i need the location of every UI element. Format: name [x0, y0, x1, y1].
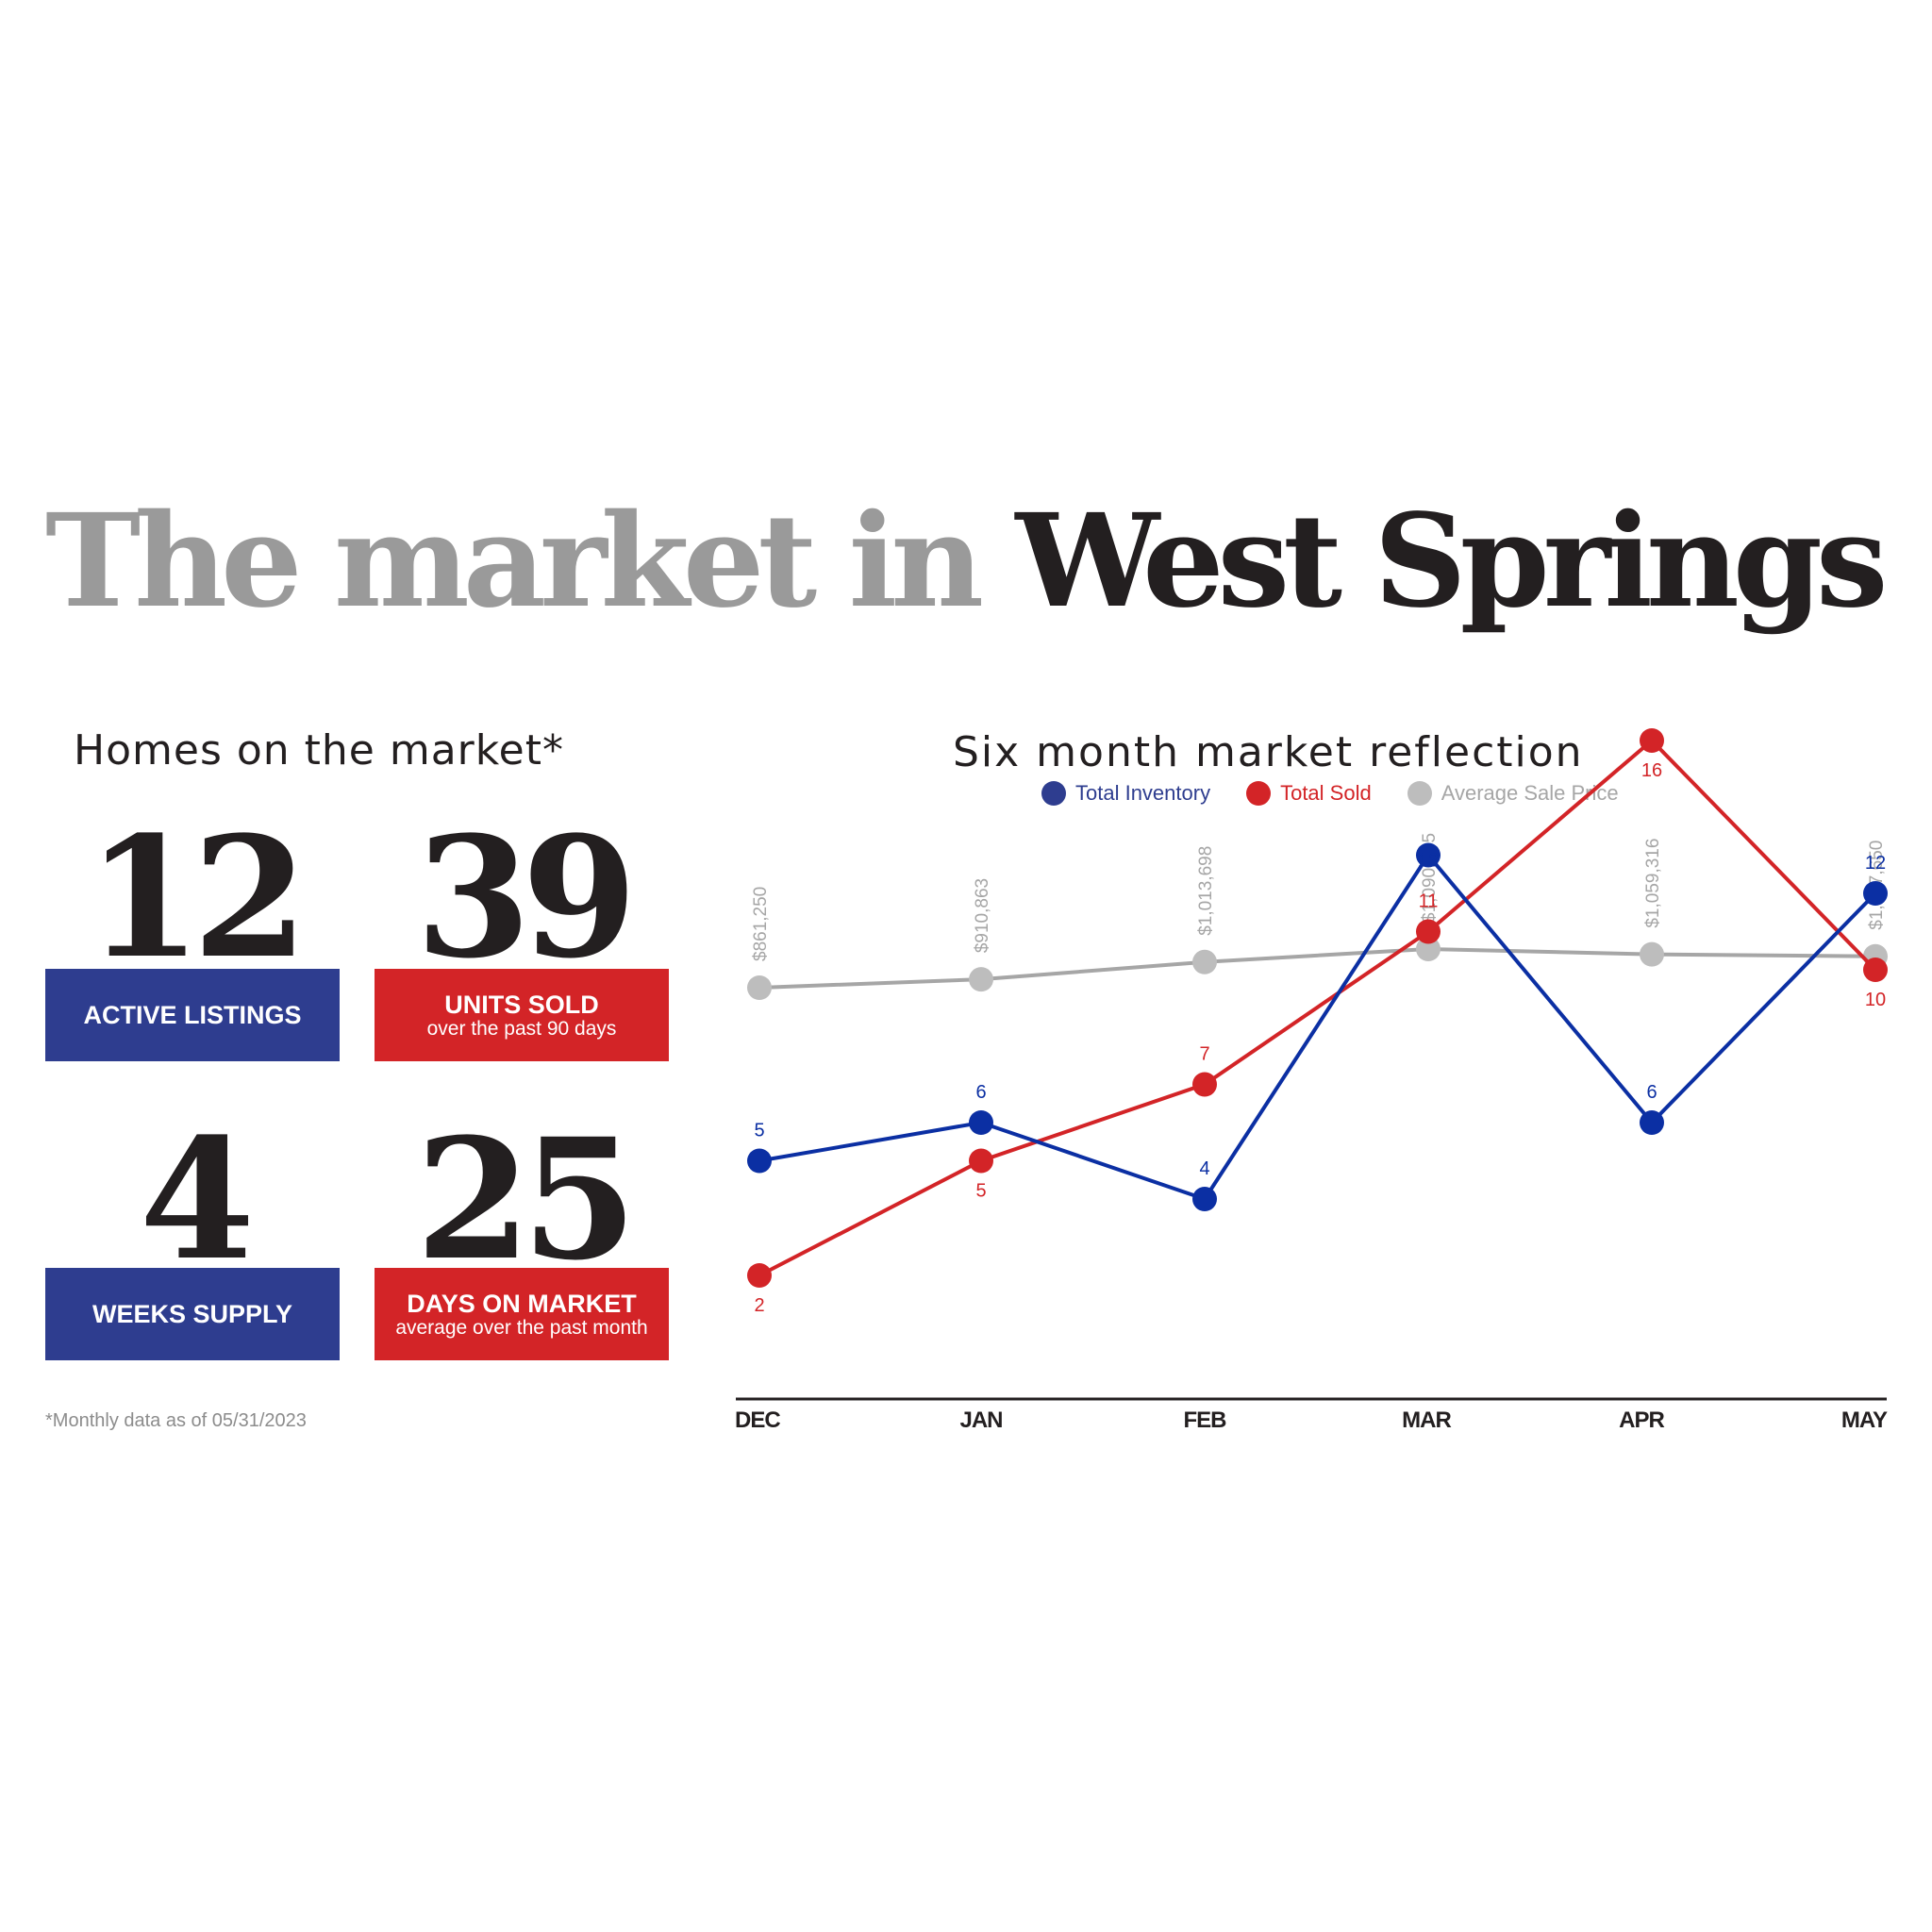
inventory-data-label: 4 [1199, 1158, 1209, 1179]
price-point [747, 975, 772, 1000]
legend-item-total-sold: Total Sold [1246, 781, 1372, 806]
footnote: *Monthly data as of 05/31/2023 [45, 1410, 307, 1431]
sold-point [1640, 728, 1664, 753]
price-data-label: $1,059,316 [1643, 839, 1663, 928]
days-on-market-sublabel: average over the past month [395, 1317, 648, 1339]
units-sold-value: 39 [415, 800, 638, 995]
weeks-supply-box: WEEKS SUPPLY [45, 1268, 340, 1360]
inventory-point [1416, 842, 1441, 868]
price-point [969, 967, 993, 992]
legend-marker-red [1246, 781, 1272, 806]
active-listings-label: ACTIVE LISTINGS [83, 1001, 302, 1029]
inventory-data-label: 6 [975, 1082, 986, 1103]
inventory-point [969, 1110, 993, 1135]
legend-label-total-sold: Total Sold [1280, 781, 1372, 805]
inventory-data-label: 12 [1865, 853, 1886, 874]
price-series-line [758, 946, 1876, 990]
price-data-label: $1,013,698 [1196, 846, 1216, 936]
days-on-market-value: 25 [415, 1102, 638, 1297]
homes-on-market-heading: Homes on the market* [74, 726, 564, 774]
days-on-market-label: DAYS ON MARKET [407, 1290, 637, 1318]
legend-marker-gray [1407, 781, 1432, 806]
price-data-label: $910,863 [973, 878, 992, 953]
sold-point [747, 1263, 772, 1288]
price-point [1640, 941, 1664, 967]
sold-data-label: 10 [1865, 990, 1886, 1010]
price-point [1192, 949, 1217, 974]
title-prefix: The market in [45, 486, 984, 637]
inventory-point [1640, 1110, 1664, 1135]
inventory-data-label: 5 [754, 1121, 764, 1141]
units-sold-sublabel: over the past 90 days [426, 1018, 617, 1040]
active-listings-box: ACTIVE LISTINGS [45, 969, 340, 1061]
sold-series-line [758, 738, 1877, 1277]
sold-point [969, 1148, 993, 1174]
inventory-series-line [758, 852, 1877, 1202]
inventory-point [1192, 1187, 1217, 1211]
legend-item-total-inventory: Total Inventory [1041, 781, 1210, 806]
sold-point [1863, 958, 1888, 982]
x-tick-label: MAY [1841, 1407, 1888, 1433]
legend-marker-blue [1041, 781, 1066, 806]
price-data-label: $861,250 [751, 887, 771, 961]
inventory-data-label: 13 [1418, 851, 1439, 872]
title-location: West Springs [1015, 486, 1888, 637]
sold-data-label: 16 [1641, 760, 1662, 781]
days-on-market-box: DAYS ON MARKET average over the past mon… [375, 1268, 669, 1360]
weeks-supply-label: WEEKS SUPPLY [92, 1300, 293, 1328]
inventory-data-label: 6 [1646, 1082, 1657, 1103]
inventory-point [1863, 881, 1888, 906]
x-tick-label: JAN [959, 1407, 1002, 1433]
active-listings-value: 12 [86, 800, 308, 995]
x-tick-label: DEC [735, 1407, 780, 1433]
sold-point [1416, 919, 1441, 944]
chart-title: Six month market reflection [953, 728, 1584, 776]
sold-data-label: 7 [1199, 1044, 1209, 1065]
page-title: The market in West Springs [45, 491, 1889, 632]
x-tick-label: FEB [1184, 1407, 1227, 1433]
legend-label-total-inventory: Total Inventory [1075, 781, 1211, 805]
sold-data-label: 5 [975, 1181, 986, 1202]
chart-legend: Total Inventory Total Sold Average Sale … [1041, 781, 1619, 806]
sold-point [1192, 1072, 1217, 1097]
x-tick-label: APR [1619, 1407, 1664, 1433]
x-tick-label: MAR [1402, 1407, 1451, 1433]
sold-data-label: 2 [754, 1295, 764, 1316]
units-sold-label: UNITS SOLD [444, 991, 599, 1019]
weeks-supply-value: 4 [139, 1102, 255, 1297]
sold-data-label: 11 [1419, 891, 1439, 912]
units-sold-box: UNITS SOLD over the past 90 days [375, 969, 669, 1061]
price-point [1416, 937, 1441, 961]
inventory-point [747, 1148, 772, 1174]
